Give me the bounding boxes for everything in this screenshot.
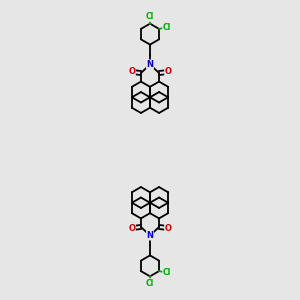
Text: N: N [146, 60, 154, 69]
Text: Cl: Cl [163, 23, 171, 32]
Text: O: O [128, 224, 135, 232]
Text: O: O [128, 68, 135, 76]
Text: Cl: Cl [146, 12, 154, 21]
Text: Cl: Cl [146, 279, 154, 288]
Text: Cl: Cl [163, 268, 171, 277]
Text: O: O [165, 224, 172, 232]
Text: O: O [165, 68, 172, 76]
Text: N: N [146, 231, 154, 240]
